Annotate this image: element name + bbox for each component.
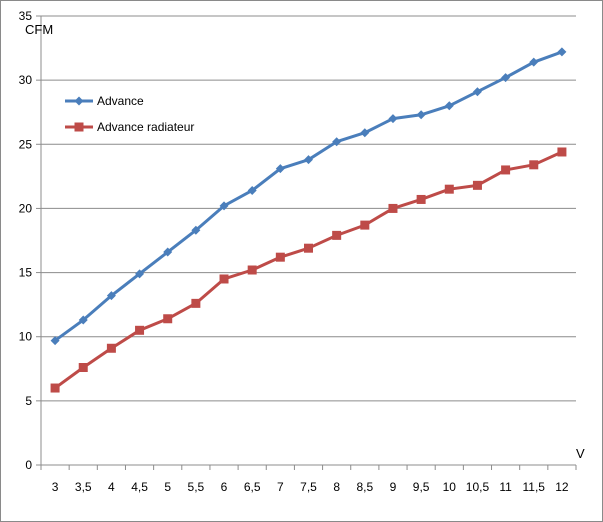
series-layer bbox=[50, 47, 567, 393]
y-tick-label: 5 bbox=[25, 394, 32, 408]
data-point bbox=[444, 101, 454, 111]
data-point bbox=[191, 225, 201, 235]
y-tick-label: 0 bbox=[25, 458, 32, 472]
x-tick-label: 4 bbox=[108, 480, 115, 494]
y-tick-label: 25 bbox=[19, 137, 33, 151]
data-point bbox=[135, 269, 145, 279]
data-point bbox=[219, 201, 229, 211]
legend-marker bbox=[74, 96, 84, 106]
data-point bbox=[529, 57, 539, 67]
y-tick-label: 20 bbox=[19, 201, 33, 215]
data-point bbox=[360, 128, 370, 138]
data-point bbox=[106, 291, 116, 301]
legend-marker bbox=[74, 122, 84, 132]
data-point bbox=[472, 87, 482, 97]
legend-item-1: Advance bbox=[65, 94, 144, 108]
x-tick-label: 11 bbox=[499, 480, 512, 494]
x-axis-label: V bbox=[576, 446, 585, 461]
series-2 bbox=[50, 147, 567, 393]
x-tick-label: 10 bbox=[443, 480, 457, 494]
data-point bbox=[135, 325, 145, 335]
x-tick-label: 11,5 bbox=[523, 480, 546, 494]
data-point bbox=[78, 363, 88, 373]
data-point bbox=[501, 73, 511, 83]
y-tick-label: 10 bbox=[19, 330, 33, 344]
data-point bbox=[304, 155, 313, 165]
data-point bbox=[163, 314, 173, 324]
data-point bbox=[501, 165, 511, 175]
data-point bbox=[304, 243, 313, 253]
series-line bbox=[54, 150, 563, 390]
data-point bbox=[416, 110, 426, 120]
data-point bbox=[332, 230, 342, 240]
data-point bbox=[275, 252, 285, 262]
axes bbox=[40, 16, 576, 466]
x-tick-label: 9 bbox=[390, 480, 397, 494]
data-point bbox=[106, 343, 116, 353]
y-tick-label: 15 bbox=[19, 266, 33, 280]
series-1 bbox=[50, 47, 567, 346]
x-tick-label: 8 bbox=[333, 480, 340, 494]
y-tick-label: 35 bbox=[19, 9, 33, 23]
data-point bbox=[557, 147, 567, 157]
x-tick-label: 10,5 bbox=[466, 480, 490, 494]
x-tick-label: 9,5 bbox=[413, 480, 430, 494]
data-point bbox=[388, 114, 398, 124]
legend-label: Advance bbox=[97, 94, 144, 108]
legend-label: Advance radiateur bbox=[97, 120, 194, 134]
data-point bbox=[191, 298, 201, 308]
data-point bbox=[247, 185, 257, 195]
x-tick-label: 5,5 bbox=[188, 480, 205, 494]
y-axis-ticks: 0 5 10 15 20 25 30 35 bbox=[19, 9, 41, 472]
x-tick-label: 4,5 bbox=[131, 480, 148, 494]
x-axis-ticks: 3 3,5 4 4,5 5 5,5 6 6,5 7 7,5 8 8,5 9 9,5 10 10,5 11 11,5… bbox=[40, 465, 577, 494]
data-point bbox=[275, 164, 285, 174]
data-point bbox=[219, 274, 229, 284]
x-tick-label: 7 bbox=[277, 480, 284, 494]
data-point bbox=[529, 160, 539, 170]
x-tick-label: 3,5 bbox=[75, 480, 92, 494]
x-tick-label: 7,5 bbox=[300, 480, 317, 494]
data-point bbox=[163, 247, 173, 257]
x-tick-label: 6,5 bbox=[244, 480, 261, 494]
data-point bbox=[444, 184, 454, 194]
data-point bbox=[472, 180, 482, 190]
data-point bbox=[332, 137, 342, 147]
x-tick-label: 8,5 bbox=[356, 480, 373, 494]
legend: Advance Advance radiateur bbox=[65, 94, 194, 134]
data-point bbox=[50, 383, 60, 393]
x-tick-label: 3 bbox=[52, 480, 59, 494]
y-axis-label: CFM bbox=[25, 22, 53, 37]
x-tick-label: 6 bbox=[221, 480, 228, 494]
data-point bbox=[78, 315, 88, 325]
x-tick-label: 12 bbox=[555, 480, 569, 494]
data-point bbox=[247, 265, 257, 275]
data-point bbox=[416, 194, 426, 204]
y-tick-label: 30 bbox=[19, 73, 33, 87]
data-point bbox=[50, 336, 60, 346]
x-tick-label: 5 bbox=[164, 480, 171, 494]
legend-item-2: Advance radiateur bbox=[65, 120, 194, 134]
data-point bbox=[557, 47, 567, 57]
data-point bbox=[388, 203, 398, 213]
data-point bbox=[360, 220, 370, 230]
